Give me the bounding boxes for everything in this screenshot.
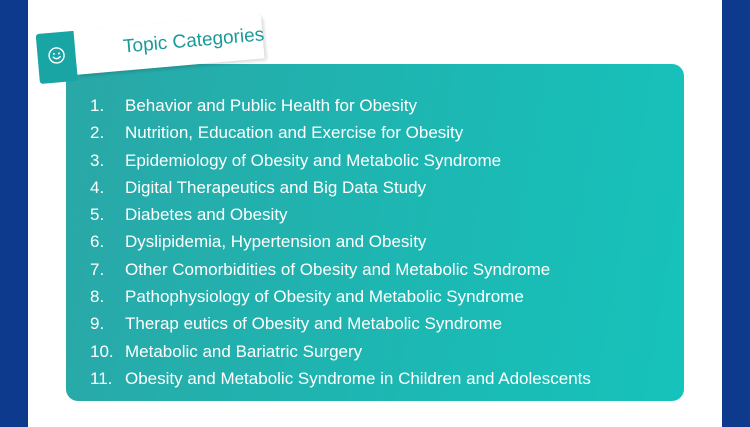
topic-label: Diabetes and Obesity: [125, 205, 288, 225]
list-item: 9. Therap eutics of Obesity and Metaboli…: [66, 310, 684, 337]
topic-label: Metabolic and Bariatric Surgery: [125, 341, 363, 361]
banner-ribbon: Topic Categories: [73, 14, 266, 75]
left-border-bar: [0, 0, 28, 427]
topic-number: 4.: [90, 177, 105, 197]
list-item: 5. Diabetes and Obesity: [66, 201, 684, 228]
topic-categories-banner: Topic Categories: [35, 14, 266, 84]
topics-panel: 1. Behavior and Public Health for Obesit…: [66, 64, 684, 401]
topic-label: Other Comorbidities of Obesity and Metab…: [125, 259, 551, 279]
topic-number: 7.: [90, 259, 105, 279]
topic-number: 2.: [90, 123, 105, 143]
topic-number: 5.: [90, 205, 105, 225]
topic-label: Digital Therapeutics and Big Data Study: [125, 177, 427, 197]
list-item: 2. Nutrition, Education and Exercise for…: [66, 119, 684, 146]
topic-number: 3.: [90, 150, 105, 170]
page-title: Topic Categories: [122, 24, 266, 58]
list-item: 8. Pathophysiology of Obesity and Metabo…: [66, 283, 684, 310]
topic-label: Behavior and Public Health for Obesity: [125, 96, 417, 115]
list-item: 4. Digital Therapeutics and Big Data Stu…: [66, 174, 684, 201]
topic-number: 9.: [90, 314, 105, 334]
topic-label: Epidemiology of Obesity and Metabolic Sy…: [125, 150, 502, 170]
smile-icon: [48, 47, 65, 64]
topic-label: Nutrition, Education and Exercise for Ob…: [125, 123, 464, 143]
list-item: 3. Epidemiology of Obesity and Metabolic…: [66, 147, 684, 174]
list-item: 6. Dyslipidemia, Hypertension and Obesit…: [66, 228, 684, 255]
banner-tab: [35, 30, 78, 84]
topic-number: 10.: [90, 341, 114, 361]
topic-label: Obesity and Metabolic Syndrome in Childr…: [125, 368, 591, 388]
topic-number: 6.: [90, 232, 105, 252]
list-item: 7. Other Comorbidities of Obesity and Me…: [66, 256, 684, 283]
list-item: 1. Behavior and Public Health for Obesit…: [66, 92, 684, 119]
list-item: 10. Metabolic and Bariatric Surgery: [66, 338, 684, 365]
topic-label: Dyslipidemia, Hypertension and Obesity: [125, 232, 427, 252]
topic-label: Pathophysiology of Obesity and Metabolic…: [125, 287, 524, 307]
topic-number: 1.: [90, 96, 105, 115]
topic-number: 11.: [90, 368, 113, 388]
right-border-bar: [722, 0, 750, 427]
topic-label: Therap eutics of Obesity and Metabolic S…: [125, 314, 503, 334]
topic-list: 1. Behavior and Public Health for Obesit…: [66, 92, 684, 392]
topic-number: 8.: [90, 287, 105, 307]
list-item: 11. Obesity and Metabolic Syndrome in Ch…: [66, 365, 684, 392]
